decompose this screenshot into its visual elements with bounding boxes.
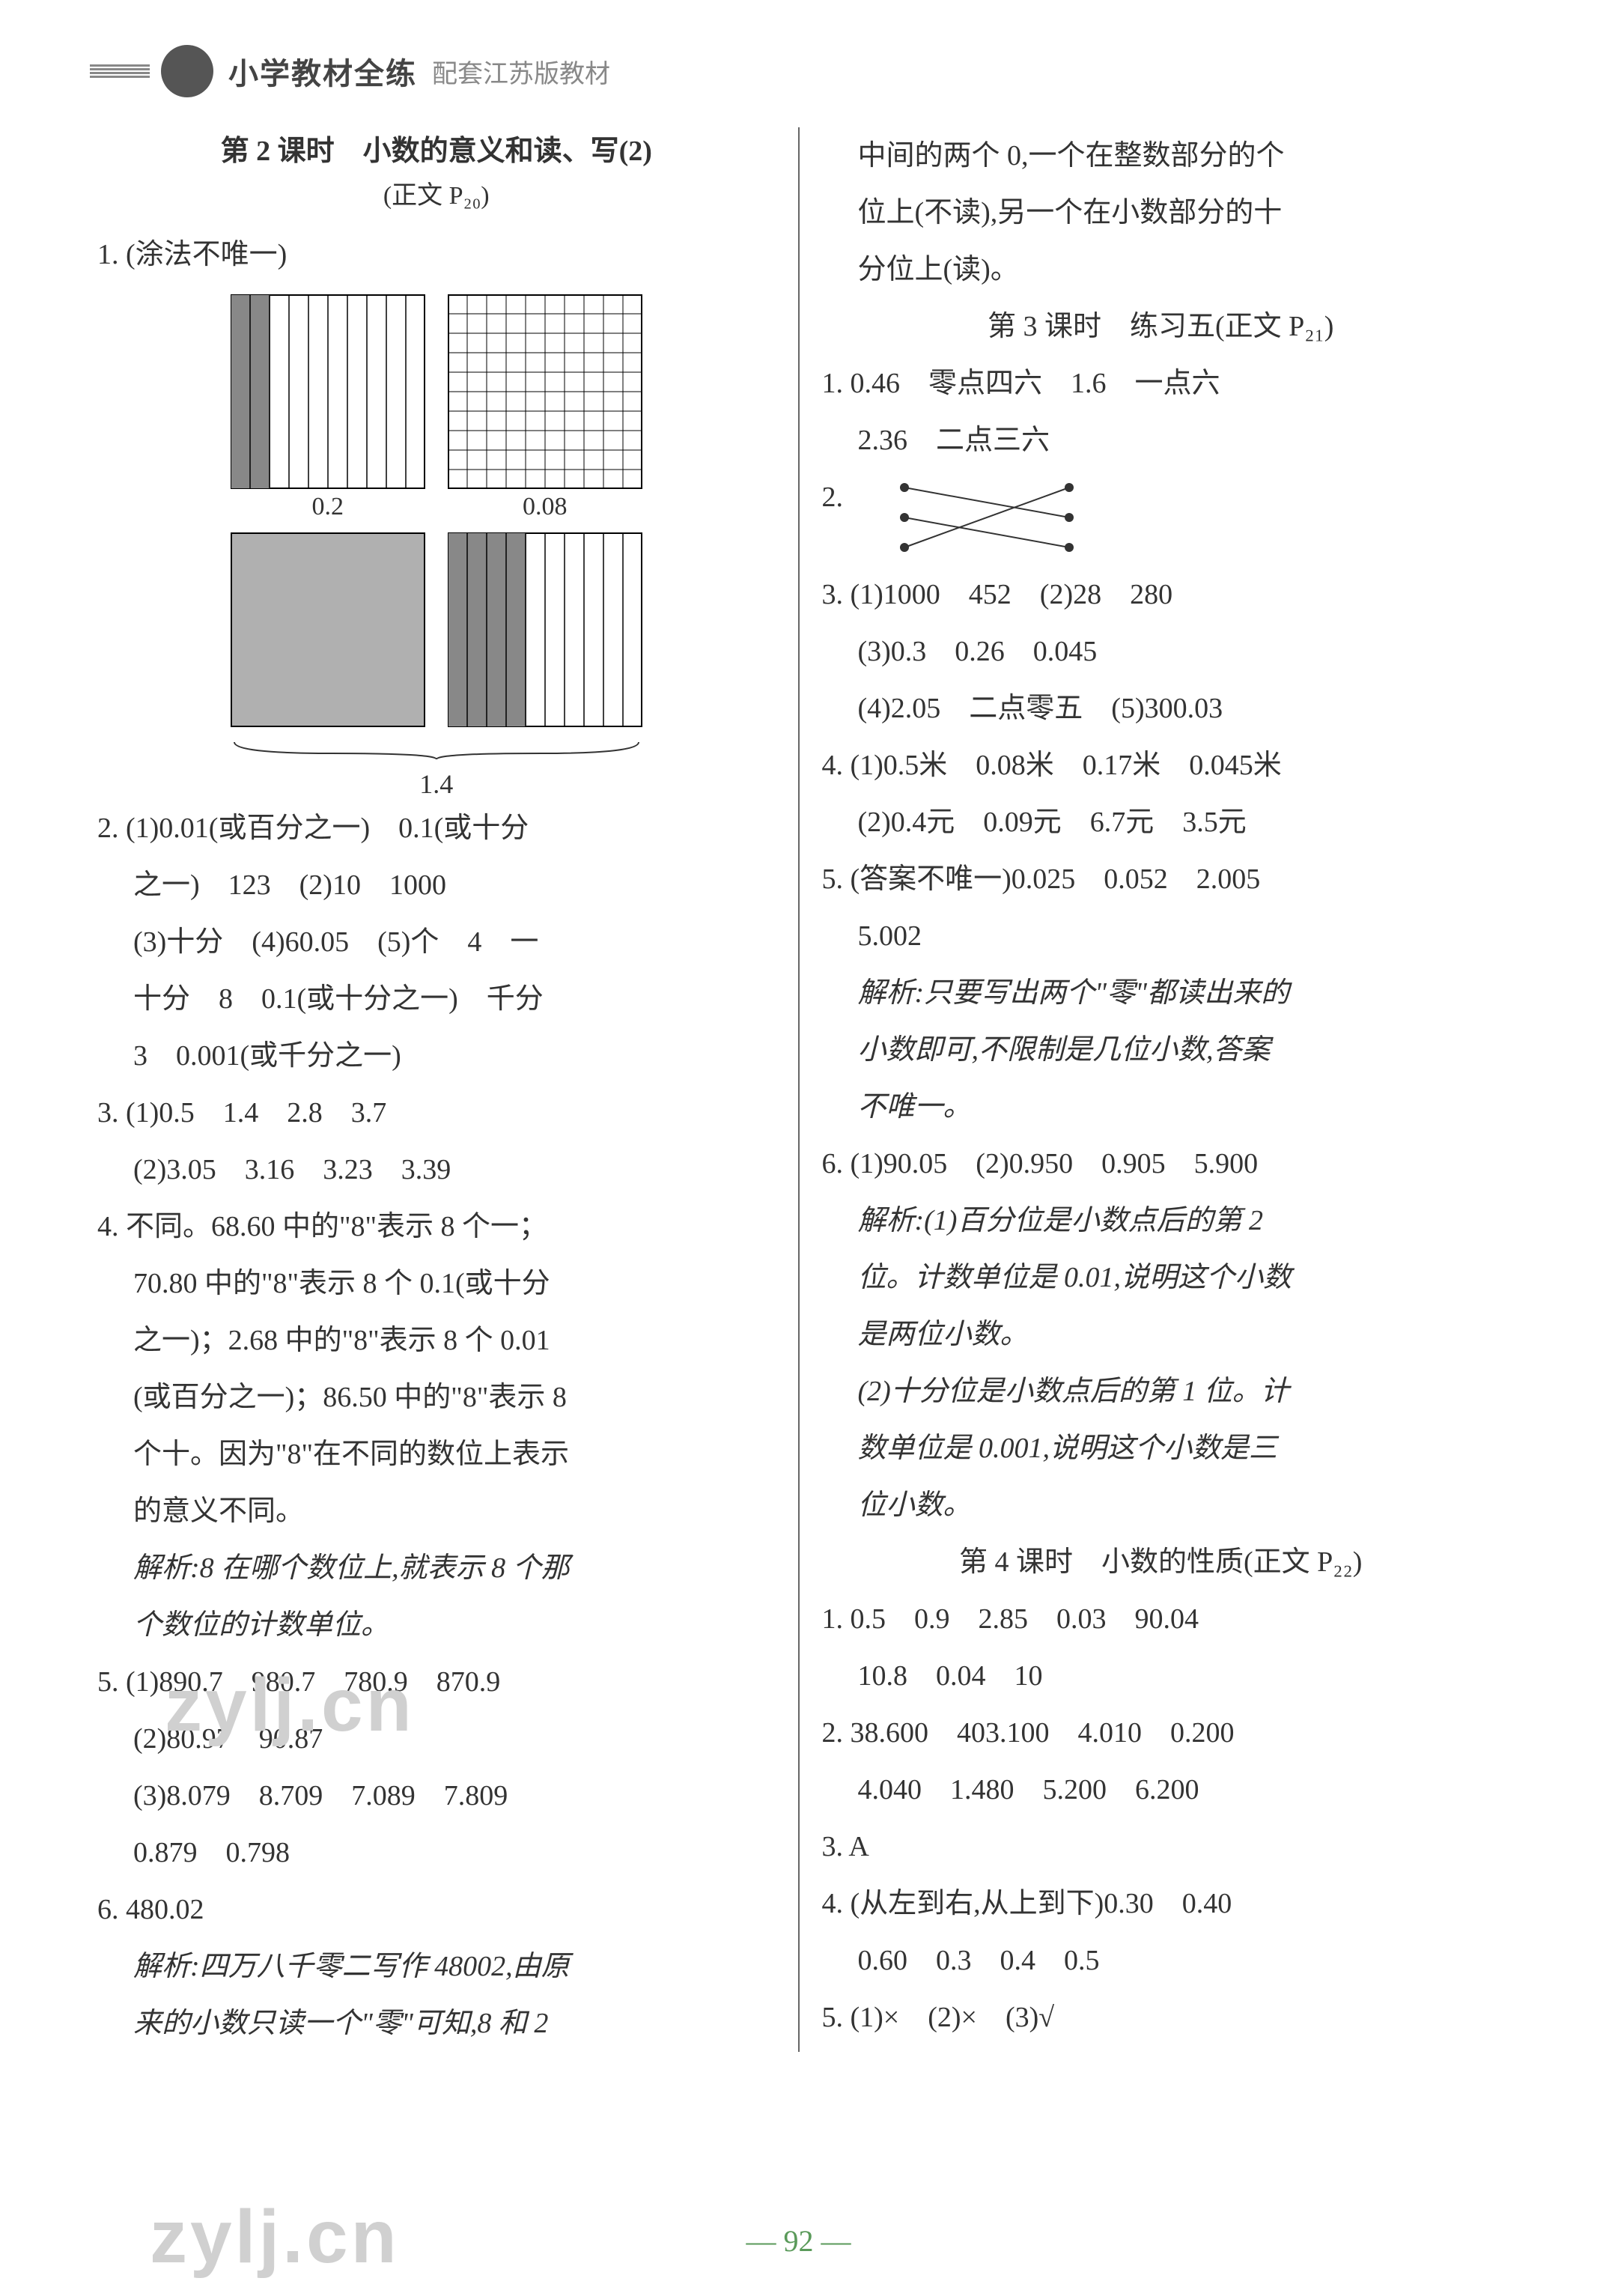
figure-row-1: 0.2 (97, 294, 776, 521)
match-diagram (889, 476, 1099, 559)
q6-l3: 来的小数只读一个"零"可知,8 和 2 (97, 1995, 776, 2052)
s4-q3: 3. A (822, 1818, 1500, 1875)
grid-svg-4 (448, 532, 642, 727)
s3-q5-a1: 解析:只要写出两个"零"都读出来的 (822, 965, 1500, 1021)
left-column: 第 2 课时 小数的意义和读、写(2) (正文 P₂₀) 1. (涂法不唯一) … (75, 127, 800, 2052)
grid-svg-2 (448, 294, 642, 489)
right-column: 中间的两个 0,一个在整数部分的个 位上(不读),另一个在小数部分的十 分位上(… (800, 127, 1523, 2052)
brace-svg (227, 738, 646, 761)
section-2-title: 第 2 课时 小数的意义和读、写(2) (97, 127, 776, 168)
s3-q1-l2: 2.36 二点三六 (822, 412, 1500, 469)
grid-full (231, 532, 425, 727)
section-3-title: 第 3 课时 练习五(正文 P₂₁) (822, 298, 1500, 355)
s3-q5-a3: 不唯一。 (822, 1078, 1500, 1135)
header-decoration-lines (90, 64, 150, 78)
book-subtitle: 配套江苏版教材 (432, 53, 610, 90)
section-4-title: 第 4 课时 小数的性质(正文 P₂₂) (822, 1534, 1500, 1591)
s4-q1-l2: 10.8 0.04 10 (822, 1647, 1500, 1704)
grid-0.08: 0.08 (448, 294, 642, 521)
s3-q6-a5: 数单位是 0.001,说明这个小数是三 (822, 1420, 1500, 1477)
s3-q6-l1: 6. (1)90.05 (2)0.950 0.905 5.900 (822, 1135, 1500, 1192)
s4-q4-l1: 4. (从左到右,从上到下)0.30 0.40 (822, 1875, 1500, 1932)
s3-q5-a2: 小数即可,不限制是几位小数,答案 (822, 1021, 1500, 1078)
s4-q1-l1: 1. 0.5 0.9 2.85 0.03 90.04 (822, 1591, 1500, 1647)
s4-q5: 5. (1)× (2)× (3)√ (822, 1989, 1500, 2046)
s3-q2-label: 2. (822, 469, 860, 526)
s3-q3-l3: (4)2.05 二点零五 (5)300.03 (822, 680, 1500, 737)
q4-a2: 个数位的计数单位。 (97, 1597, 776, 1653)
s3-q4-l2: (2)0.4元 0.09元 6.7元 3.5元 (822, 794, 1500, 851)
q2-l3: (3)十分 (4)60.05 (5)个 4 一 (97, 914, 776, 971)
grid-svg-1 (231, 294, 425, 489)
page-number: — 92 — (746, 2223, 851, 2259)
s3-q5-l2: 5.002 (822, 908, 1500, 965)
grid-svg-3 (231, 532, 425, 727)
q5-l4: 0.879 0.798 (97, 1824, 776, 1881)
q5-l2: (2)80.97 90.87 (97, 1710, 776, 1767)
brace-label: 1.4 (97, 768, 776, 800)
q6-l2: 解析:四万八千零二写作 48002,由原 (97, 1938, 776, 1995)
cont-l1: 中间的两个 0,一个在整数部分的个 (822, 127, 1500, 184)
q2-l1: 2. (1)0.01(或百分之一) 0.1(或十分 (97, 800, 776, 857)
q4-l3: 之一)；2.68 中的"8"表示 8 个 0.01 (97, 1312, 776, 1369)
s4-q2-l2: 4.040 1.480 5.200 6.200 (822, 1761, 1500, 1818)
q5-l3: (3)8.079 8.709 7.089 7.809 (97, 1767, 776, 1824)
cont-l3: 分位上(读)。 (822, 241, 1500, 298)
book-title: 小学教材全练 (228, 49, 417, 93)
q2-l2: 之一) 123 (2)10 1000 (97, 857, 776, 914)
cont-l2: 位上(不读),另一个在小数部分的十 (822, 184, 1500, 241)
s4-q2-l1: 2. 38.600 403.100 4.010 0.200 (822, 1704, 1500, 1761)
grid-0.4 (448, 532, 642, 727)
page-header: 小学教材全练 配套江苏版教材 (75, 45, 1522, 97)
q4-l1: 4. 不同。68.60 中的"8"表示 8 个一； (97, 1198, 776, 1255)
s3-q6-a2: 位。计数单位是 0.01,说明这个小数 (822, 1249, 1500, 1306)
s3-q3-l2: (3)0.3 0.26 0.045 (822, 623, 1500, 680)
q4-l2: 70.80 中的"8"表示 8 个 0.1(或十分 (97, 1255, 776, 1312)
q4-a1: 解析:8 在哪个数位上,就表示 8 个那 (97, 1540, 776, 1597)
s4-q4-l2: 0.60 0.3 0.4 0.5 (822, 1932, 1500, 1989)
s3-q6-a6: 位小数。 (822, 1477, 1500, 1534)
q2-l5: 3 0.001(或千分之一) (97, 1027, 776, 1084)
mascot-icon (161, 45, 213, 97)
watermark-2: zylj.cn (150, 2194, 400, 2280)
figure-row-2 (97, 532, 776, 727)
s3-q4-l1: 4. (1)0.5米 0.08米 0.17米 0.045米 (822, 737, 1500, 794)
q4-l4: (或百分之一)；86.50 中的"8"表示 8 (97, 1369, 776, 1426)
q3-l2: (2)3.05 3.16 3.23 3.39 (97, 1141, 776, 1198)
q6-l1: 6. 480.02 (97, 1881, 776, 1938)
q3-l1: 3. (1)0.5 1.4 2.8 3.7 (97, 1084, 776, 1141)
grid-label-2: 0.08 (448, 493, 642, 521)
s3-q5-l1: 5. (答案不唯一)0.025 0.052 2.005 (822, 851, 1500, 908)
s3-q6-a4: (2)十分位是小数点后的第 1 位。计 (822, 1363, 1500, 1420)
q1-label: 1. (涂法不唯一) (97, 226, 776, 283)
q5-l1: 5. (1)890.7 980.7 780.9 870.9 (97, 1653, 776, 1710)
q2-l4: 十分 8 0.1(或十分之一) 千分 (97, 971, 776, 1027)
q4-l6: 的意义不同。 (97, 1483, 776, 1540)
grid-0.2: 0.2 (231, 294, 425, 521)
s3-q3-l1: 3. (1)1000 452 (2)28 280 (822, 566, 1500, 623)
grid-label-1: 0.2 (231, 493, 425, 521)
s3-q6-a3: 是两位小数。 (822, 1306, 1500, 1363)
section-2-ref: (正文 P₂₀) (97, 174, 776, 211)
s3-q1-l1: 1. 0.46 零点四六 1.6 一点六 (822, 355, 1500, 412)
s3-q6-a1: 解析:(1)百分位是小数点后的第 2 (822, 1192, 1500, 1249)
q4-l5: 个十。因为"8"在不同的数位上表示 (97, 1426, 776, 1483)
